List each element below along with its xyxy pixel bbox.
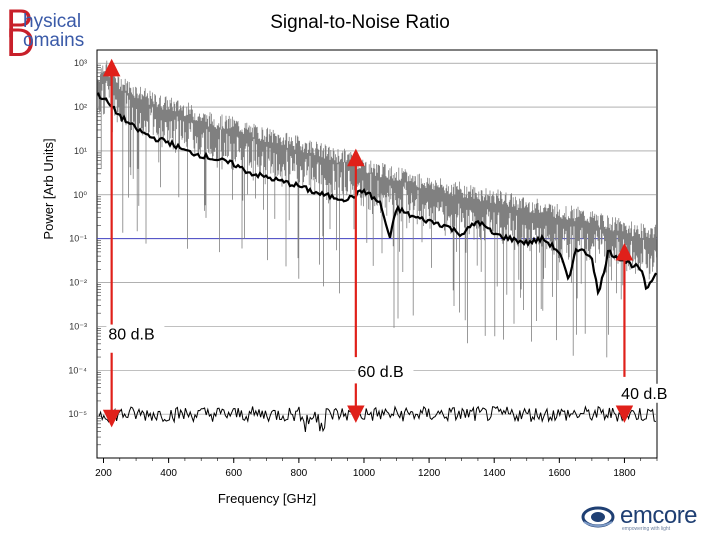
snr-label-bg bbox=[619, 383, 678, 403]
x-axis-label: Frequency [GHz] bbox=[218, 491, 316, 506]
y-tick-label: 10⁻⁵ bbox=[69, 409, 88, 419]
snr-label-bg bbox=[106, 324, 165, 344]
x-tick-label: 1200 bbox=[418, 468, 441, 479]
signal-group bbox=[97, 60, 657, 433]
snr-label-bg bbox=[355, 361, 414, 381]
y-axis-label: Power [Arb Units] bbox=[41, 138, 56, 239]
logo-line-1: hysical bbox=[23, 11, 82, 32]
y-tick-label: 10⁻⁴ bbox=[68, 365, 87, 375]
x-tick-label: 600 bbox=[225, 468, 242, 479]
x-tick-label: 1000 bbox=[353, 468, 376, 479]
signal-trace bbox=[97, 60, 657, 358]
y-tick-label: 10⁰ bbox=[73, 190, 87, 200]
y-tick-label: 10² bbox=[74, 102, 87, 112]
x-tick-label: 400 bbox=[160, 468, 177, 479]
snr-label: 40 d.B bbox=[621, 386, 667, 403]
y-tick-label: 10¹ bbox=[74, 146, 87, 156]
logo-p-letter: P bbox=[6, 2, 33, 46]
emcore-swirl-icon bbox=[581, 506, 615, 528]
snr-label: 80 d.B bbox=[108, 327, 154, 344]
y-tick-label: 10⁻¹ bbox=[69, 234, 87, 244]
page-title: Signal-to-Noise Ratio bbox=[270, 12, 450, 33]
emcore-brand: emcore bbox=[620, 502, 698, 529]
x-tick-label: 800 bbox=[291, 468, 308, 479]
x-tick-label: 1800 bbox=[613, 468, 636, 479]
x-tick-label: 1400 bbox=[483, 468, 506, 479]
signal-mean-line bbox=[97, 92, 657, 297]
y-tick-label: 10⁻³ bbox=[69, 321, 87, 331]
noise-floor-line bbox=[98, 405, 656, 433]
logo-d-letter: D bbox=[6, 21, 35, 65]
logo-line-2: omains bbox=[23, 30, 85, 51]
snr-label: 60 d.B bbox=[357, 364, 403, 381]
emcore-logo: emcore empowering with light bbox=[580, 502, 710, 534]
emcore-tagline: empowering with light bbox=[622, 526, 671, 532]
y-tick-label: 10⁻² bbox=[69, 278, 87, 288]
x-tick-label: 1600 bbox=[548, 468, 571, 479]
y-tick-label: 10³ bbox=[74, 58, 87, 68]
physical-domains-logo: P hysical D omains bbox=[6, 4, 90, 63]
x-tick-label: 200 bbox=[95, 468, 112, 479]
